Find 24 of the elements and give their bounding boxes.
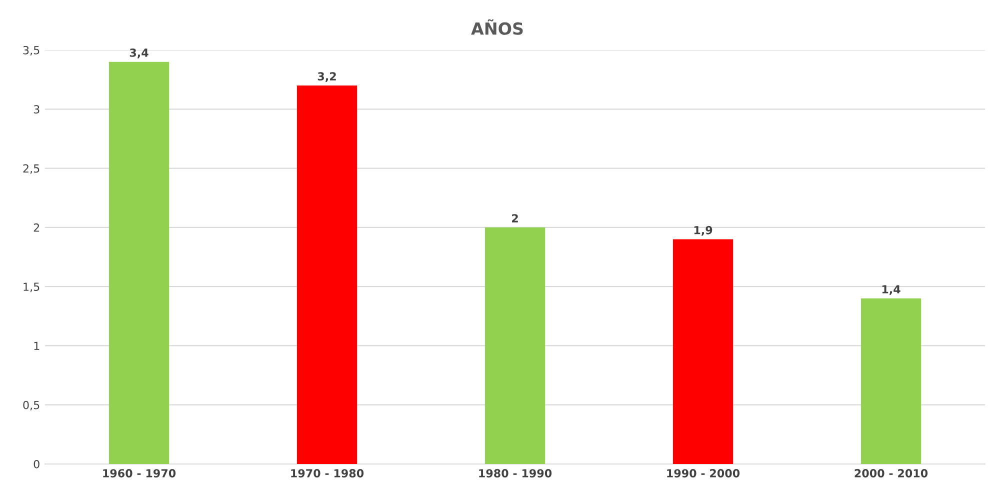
x-tick-label: 1960 - 1970	[103, 469, 176, 478]
data-label: 1,4	[882, 285, 900, 295]
y-tick-label: 3,5	[23, 46, 40, 56]
data-label: 3,4	[130, 48, 148, 58]
y-tick-label: 0	[34, 460, 40, 468]
bar	[296, 85, 358, 464]
x-tick-label: 1990 - 2000	[667, 469, 740, 478]
data-label: 1,9	[694, 226, 712, 236]
x-tick-label: 2000 - 2010	[854, 469, 928, 478]
bar	[672, 239, 734, 464]
y-tick-label: 2,5	[23, 164, 40, 174]
y-tick-label: 2	[34, 223, 40, 232]
y-tick-label: 1,5	[24, 282, 40, 292]
data-label: 2	[512, 214, 518, 222]
y-tick-label: 3	[34, 105, 40, 114]
bar	[108, 62, 170, 464]
x-tick-label: 1970 - 1980	[291, 469, 364, 478]
chart-title: AÑOS	[471, 19, 523, 35]
bar	[484, 227, 546, 464]
x-tick-label: 1980 - 1990	[479, 469, 552, 478]
data-label: 3,2	[318, 72, 336, 82]
y-tick-label: 1	[34, 342, 40, 350]
y-tick-label: 0,5	[23, 400, 40, 410]
bar	[860, 298, 922, 464]
